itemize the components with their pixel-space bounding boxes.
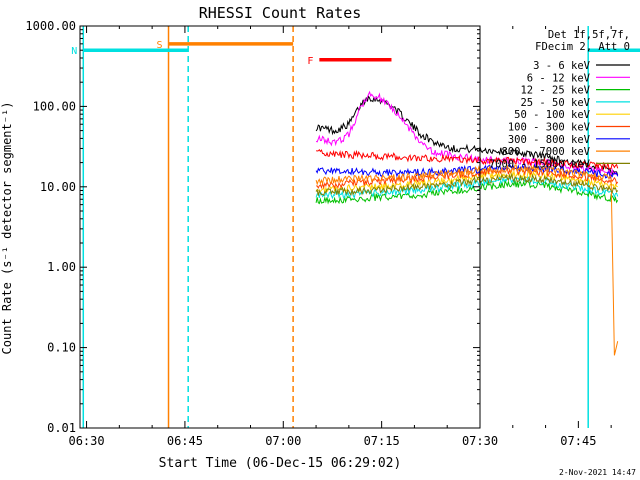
- legend-label: 7000 - 15000 keV: [489, 158, 591, 170]
- x-axis-label: Start Time (06-Dec-15 06:29:02): [159, 456, 402, 471]
- series-line-3-6-kev: [315, 94, 619, 176]
- x-tick-label: 07:15: [364, 434, 400, 448]
- series-line-6-12-kev: [315, 90, 618, 178]
- footer-timestamp: 2-Nov-2021 14:47: [559, 468, 636, 477]
- legend-label: 50 - 100 keV: [514, 109, 591, 121]
- y-axis-label: Count Rate (s⁻¹ detector segment⁻¹): [0, 102, 14, 355]
- legend-header-line: FDecim 2, Att 0: [535, 41, 630, 53]
- legend-label: 300 - 800 keV: [508, 134, 591, 146]
- y-tick-label: 0.01: [47, 421, 76, 435]
- legend-label: 6 - 12 keV: [527, 72, 591, 84]
- legend-label: 25 - 50 keV: [520, 97, 590, 109]
- chart-title: RHESSI Count Rates: [199, 4, 362, 22]
- interval-label-s: S: [156, 40, 162, 51]
- series-line-unlabeled: [315, 149, 619, 172]
- x-tick-label: 06:30: [68, 434, 104, 448]
- y-tick-label: 10.00: [40, 180, 76, 194]
- x-tick-label: 07:30: [462, 434, 498, 448]
- plot-frame: [79, 25, 481, 429]
- x-tick-label: 07:00: [265, 434, 301, 448]
- interval-label-n: N: [71, 46, 77, 57]
- legend-label: 12 - 25 keV: [520, 85, 590, 97]
- y-tick-label: 1.00: [47, 260, 76, 274]
- legend-label: 100 - 300 keV: [508, 122, 591, 134]
- series-line-800-7000-kev: [315, 163, 619, 356]
- x-tick-label: 06:45: [167, 434, 203, 448]
- y-tick-label: 0.10: [47, 341, 76, 355]
- legend-label: 3 - 6 keV: [533, 60, 591, 72]
- legend-header-line: Det 1f,5f,7f,: [548, 29, 630, 41]
- y-tick-label: 100.00: [33, 99, 76, 113]
- x-tick-label: 07:45: [560, 434, 596, 448]
- interval-label-f: F: [307, 56, 313, 67]
- series-line-7000-15000-kev: [315, 172, 619, 197]
- legend-label: 800 - 7000 keV: [501, 146, 590, 158]
- y-tick-label: 1000.00: [25, 19, 76, 33]
